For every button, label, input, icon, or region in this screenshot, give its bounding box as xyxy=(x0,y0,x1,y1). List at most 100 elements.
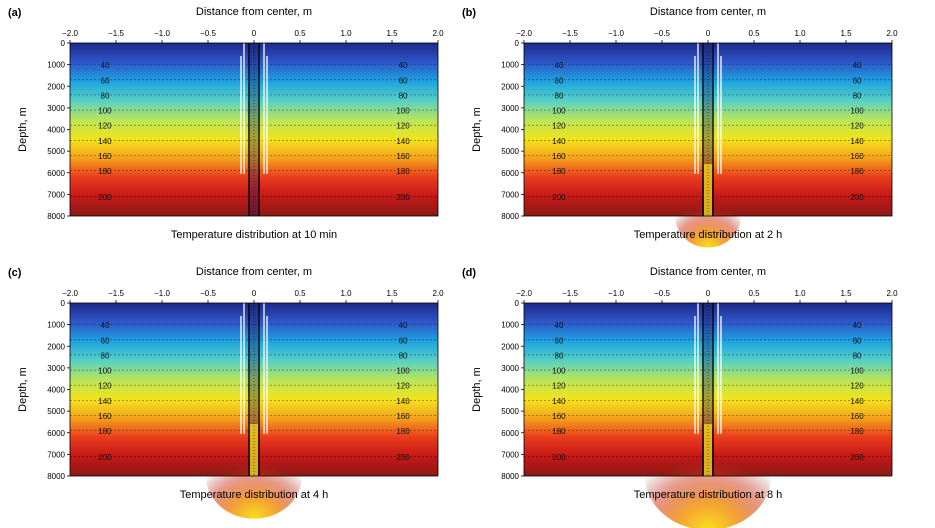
x-tick-label: 0 xyxy=(706,29,711,38)
panel-a: (a) Distance from center, m 40 40 60 60 80 80 10… xyxy=(8,6,444,241)
panel-label: (c) xyxy=(8,267,22,279)
y-tick-label: 2000 xyxy=(501,82,519,91)
y-tick-label: 7000 xyxy=(501,190,519,199)
contour-label: 60 xyxy=(399,76,408,85)
panel-c: (c) Distance from center, m 40 40 60 60 80 80 10… xyxy=(8,266,444,519)
contour-label: 180 xyxy=(850,167,864,176)
panel-caption: Temperature distribution at 2 h xyxy=(634,229,783,241)
y-tick-label: 1000 xyxy=(47,61,65,70)
contour-label: 60 xyxy=(101,336,110,345)
contour-label: 120 xyxy=(396,122,410,131)
x-tick-label: −2.0 xyxy=(62,29,78,38)
x-axis-label: Distance from center, m xyxy=(650,266,766,278)
x-tick-label: 2.0 xyxy=(886,289,898,298)
x-tick-label: 1.5 xyxy=(840,29,852,38)
y-tick-label: 0 xyxy=(61,39,66,48)
x-tick-label: 0 xyxy=(252,29,257,38)
y-tick-label: 0 xyxy=(515,39,520,48)
contour-label: 160 xyxy=(850,152,864,161)
y-tick-label: 0 xyxy=(61,299,66,308)
y-tick-label: 3000 xyxy=(47,104,65,113)
y-tick-label: 4000 xyxy=(501,386,519,395)
contour-label: 160 xyxy=(98,412,112,421)
contour-label: 140 xyxy=(98,397,112,406)
contour-label: 140 xyxy=(552,137,566,146)
x-tick-label: −1.0 xyxy=(608,29,624,38)
y-tick-label: 0 xyxy=(515,299,520,308)
x-tick-label: 0.5 xyxy=(294,29,306,38)
contour-label: 80 xyxy=(101,91,110,100)
contour-label: 160 xyxy=(396,412,410,421)
x-tick-label: 2.0 xyxy=(886,29,898,38)
contour-label: 60 xyxy=(555,336,564,345)
y-tick-label: 1000 xyxy=(501,321,519,330)
contour-label: 80 xyxy=(555,91,564,100)
y-tick-label: 1000 xyxy=(501,61,519,70)
y-tick-label: 4000 xyxy=(501,126,519,135)
contour-label: 140 xyxy=(396,137,410,146)
y-tick-label: 8000 xyxy=(501,212,519,221)
contour-label: 100 xyxy=(552,367,566,376)
contour-label: 200 xyxy=(396,453,410,462)
y-tick-label: 2000 xyxy=(47,82,65,91)
x-tick-label: −0.5 xyxy=(654,289,670,298)
panel-d: (d) Distance from center, m 40 40 60 60 80 80 10… xyxy=(462,266,898,528)
contour-label: 160 xyxy=(396,152,410,161)
borehole-core xyxy=(248,43,260,216)
contour-label: 40 xyxy=(101,321,110,330)
contour-label: 200 xyxy=(396,193,410,202)
panel-caption: Temperature distribution at 10 min xyxy=(171,229,337,241)
y-tick-label: 6000 xyxy=(47,429,65,438)
contour-label: 120 xyxy=(850,382,864,391)
y-tick-label: 7000 xyxy=(47,190,65,199)
x-tick-label: −1.5 xyxy=(562,29,578,38)
x-axis-label: Distance from center, m xyxy=(196,6,312,18)
contour-label: 180 xyxy=(396,427,410,436)
contour-label: 140 xyxy=(850,397,864,406)
x-tick-label: −1.5 xyxy=(108,289,124,298)
contour-label: 100 xyxy=(396,367,410,376)
x-tick-label: −2.0 xyxy=(516,29,532,38)
contour-label: 180 xyxy=(552,427,566,436)
y-tick-label: 5000 xyxy=(47,407,65,416)
x-tick-label: 0 xyxy=(706,289,711,298)
contour-label: 160 xyxy=(850,412,864,421)
y-tick-label: 3000 xyxy=(501,104,519,113)
contour-label: 40 xyxy=(853,61,862,70)
contour-label: 120 xyxy=(396,382,410,391)
x-tick-label: 0.5 xyxy=(748,289,760,298)
contour-label: 120 xyxy=(552,122,566,131)
y-tick-label: 5000 xyxy=(47,147,65,156)
x-tick-label: −1.5 xyxy=(108,29,124,38)
contour-label: 100 xyxy=(98,367,112,376)
y-tick-label: 8000 xyxy=(501,472,519,481)
contour-label: 140 xyxy=(98,137,112,146)
contour-label: 40 xyxy=(101,61,110,70)
x-tick-label: 2.0 xyxy=(432,289,444,298)
contour-label: 120 xyxy=(552,382,566,391)
contour-label: 160 xyxy=(552,152,566,161)
contour-label: 60 xyxy=(399,336,408,345)
contour-label: 100 xyxy=(850,107,864,116)
contour-label: 80 xyxy=(853,91,862,100)
y-tick-label: 1000 xyxy=(47,321,65,330)
contour-label: 80 xyxy=(853,351,862,360)
x-tick-label: 1.5 xyxy=(386,289,398,298)
x-tick-label: −0.5 xyxy=(200,289,216,298)
contour-label: 180 xyxy=(98,167,112,176)
panel-label: (b) xyxy=(462,7,476,19)
contour-label: 60 xyxy=(853,336,862,345)
contour-label: 40 xyxy=(555,321,564,330)
contour-label: 180 xyxy=(396,167,410,176)
contour-label: 80 xyxy=(101,351,110,360)
x-tick-label: 1.0 xyxy=(340,289,352,298)
contour-label: 200 xyxy=(552,453,566,462)
y-axis-label: Depth, m xyxy=(471,107,483,152)
y-tick-label: 8000 xyxy=(47,472,65,481)
contour-label: 100 xyxy=(98,107,112,116)
x-tick-label: 0.5 xyxy=(294,289,306,298)
x-tick-label: 0.5 xyxy=(748,29,760,38)
contour-label: 60 xyxy=(101,76,110,85)
contour-label: 200 xyxy=(552,193,566,202)
